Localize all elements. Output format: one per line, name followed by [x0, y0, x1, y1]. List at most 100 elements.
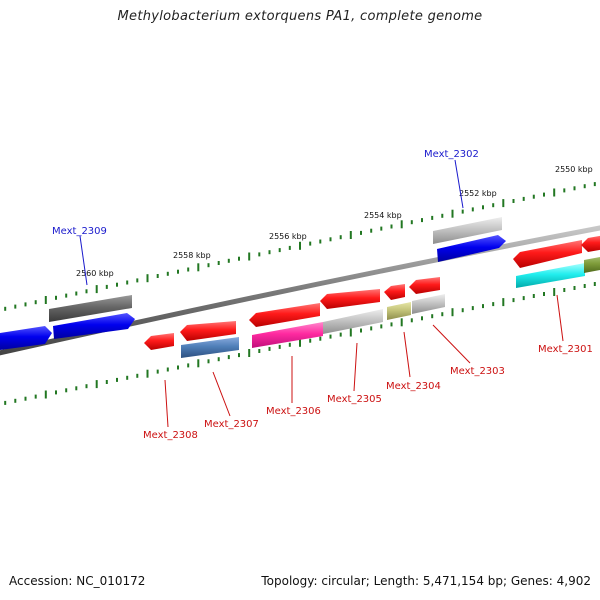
gene-arrow[interactable] — [181, 337, 239, 358]
scale-tick — [502, 298, 505, 307]
scale-tick — [441, 213, 444, 218]
scale-tick — [339, 332, 342, 337]
scale-tick — [543, 292, 545, 296]
gene-arrow[interactable] — [516, 263, 585, 288]
genome-summary-text: Topology: circular; Length: 5,471,154 bp… — [261, 574, 591, 588]
scale-tick — [380, 324, 383, 329]
scale-tick — [166, 271, 169, 276]
scale-tick — [492, 203, 495, 208]
scale-tick — [4, 306, 7, 311]
scale-label: 2556 kbp — [269, 232, 307, 241]
scale-tick — [65, 388, 68, 393]
scale-tick — [146, 369, 149, 378]
gene-label[interactable]: Mext_2301 — [538, 344, 593, 355]
gene-label[interactable]: Mext_2303 — [450, 366, 505, 377]
scale-tick — [166, 367, 169, 372]
scale-ticks — [4, 182, 596, 405]
gene-arrow[interactable] — [144, 333, 174, 350]
gene-arrow[interactable] — [437, 235, 506, 262]
scale-tick — [187, 267, 190, 272]
gene-arrow[interactable] — [252, 322, 323, 348]
scale-tick — [451, 209, 454, 218]
scale-tick — [410, 318, 413, 323]
scale-tick — [34, 300, 37, 305]
gene-label[interactable]: Mext_2306 — [266, 406, 321, 417]
gene-arrow[interactable] — [387, 302, 411, 320]
scale-tick — [512, 298, 515, 303]
scale-tick — [136, 278, 139, 283]
scale-tick — [258, 252, 261, 257]
gene-arrow[interactable] — [249, 303, 320, 327]
scale-label: 2554 kbp — [364, 211, 402, 220]
scale-tick — [24, 396, 27, 401]
scale-tick — [227, 355, 230, 360]
gene-label[interactable]: Mext_2308 — [143, 430, 198, 441]
scale-tick — [4, 400, 7, 405]
gene-arrow[interactable] — [584, 256, 600, 273]
scale-tick — [105, 284, 108, 289]
scale-tick — [431, 314, 434, 319]
gene-arrow[interactable] — [0, 326, 52, 350]
scale-label: 2558 kbp — [173, 251, 211, 260]
gene-arrow[interactable] — [180, 321, 236, 341]
scale-tick — [502, 199, 505, 208]
scale-tick — [482, 205, 484, 210]
scale-tick — [532, 294, 535, 298]
scale-tick — [14, 304, 17, 309]
scale-tick — [187, 363, 190, 368]
scale-tick — [75, 386, 78, 391]
gene-arrow[interactable] — [384, 284, 405, 300]
gene-arrow[interactable] — [409, 277, 440, 294]
accession-text: Accession: NC_010172 — [9, 574, 146, 588]
scale-tick — [217, 357, 220, 362]
scale-tick — [593, 182, 596, 187]
scale-tick — [34, 394, 37, 399]
scale-tick — [482, 304, 484, 309]
scale-tick — [532, 194, 535, 199]
scale-tick — [349, 231, 352, 239]
scale-tick — [156, 369, 159, 374]
scale-tick — [461, 209, 464, 214]
scale-tick — [217, 261, 220, 265]
scale-tick — [197, 359, 200, 368]
scale-tick — [522, 296, 525, 301]
scale-tick — [95, 285, 98, 294]
gene-arrow[interactable] — [513, 240, 582, 268]
gene-label[interactable]: Mext_2305 — [327, 394, 382, 405]
scale-tick — [197, 263, 200, 272]
scale-tick — [421, 316, 423, 321]
scale-tick — [288, 245, 291, 250]
top-strand-genes — [0, 217, 506, 350]
scale-tick — [441, 312, 444, 317]
scale-tick — [563, 288, 566, 292]
gene-label[interactable]: Mext_2302 — [424, 149, 479, 160]
scale-tick — [105, 380, 108, 384]
gene-label[interactable]: Mext_2309 — [52, 226, 107, 237]
scale-tick — [390, 224, 393, 229]
gene-arrow[interactable] — [323, 309, 383, 334]
gene-label[interactable]: Mext_2307 — [204, 419, 259, 430]
scale-tick — [319, 336, 322, 341]
gene-arrow[interactable] — [412, 294, 445, 314]
scale-tick — [583, 284, 586, 288]
gene-label[interactable]: Mext_2304 — [386, 381, 441, 392]
scale-tick — [553, 288, 556, 296]
scale-tick — [492, 302, 495, 307]
gene-arrow[interactable] — [53, 313, 135, 339]
scale-tick — [329, 237, 332, 242]
scale-tick — [55, 390, 57, 395]
gene-arrow[interactable] — [581, 235, 600, 252]
scale-tick — [583, 184, 586, 189]
map-title: Methylobacterium extorquens PA1, complet… — [117, 9, 483, 24]
scale-tick — [309, 338, 312, 343]
gene-arrow[interactable] — [433, 217, 502, 244]
scale-tick — [14, 398, 17, 403]
scale-tick — [543, 192, 545, 197]
scale-tick — [116, 282, 118, 287]
gene-arrow[interactable] — [320, 289, 380, 309]
gene-arrow[interactable] — [49, 295, 132, 322]
scale-tick — [238, 256, 240, 261]
bottom-strand-genes — [144, 235, 600, 358]
scale-tick — [126, 375, 129, 380]
